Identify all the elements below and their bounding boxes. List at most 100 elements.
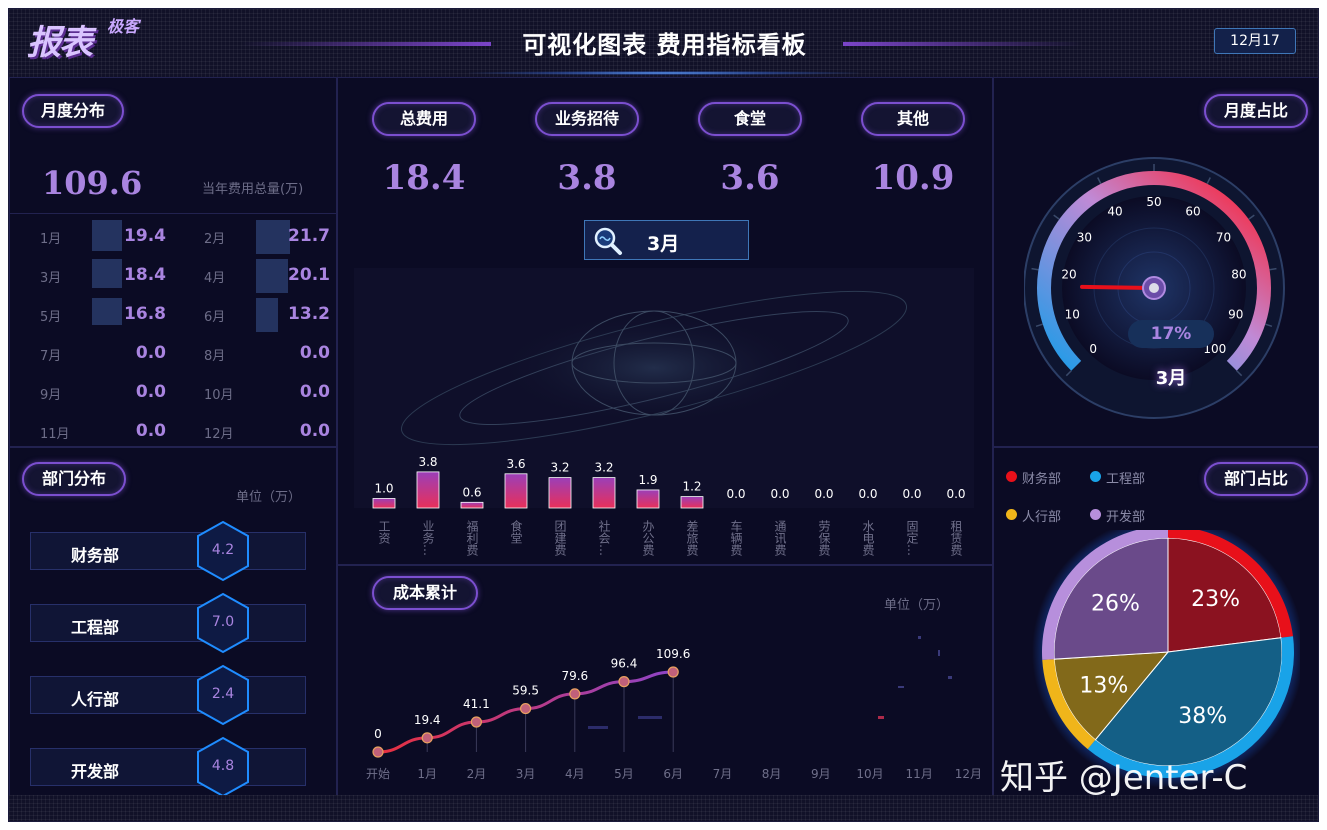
dept-name: 工程部 [71,618,120,637]
gauge-tick-label: 30 [1077,230,1092,244]
bar-data-label: 3.8 [418,455,437,469]
dept-row[interactable]: 开发部 [30,748,306,786]
kpi-value: 10.9 [871,158,955,198]
cost-line-chart: 开始 1月 2月 3月 4月 5月 6月 7月 8月 9月 10月 11月 12月 0 19.4 41.1 59… [366,636,982,781]
legend-dot [1006,509,1017,520]
bar-category-label: 业务… [421,520,435,556]
month-bar [92,220,122,251]
bar-category-label: 差旅费 [685,520,699,556]
kpi-label: 食堂 [698,102,802,136]
line-point[interactable] [470,716,482,728]
dept-row[interactable]: 财务部 [30,532,306,570]
bar-data-label: 0.0 [946,487,965,501]
expense-bar-chart: 1.0 工资 3.8 业务… 0.6 福利费 3.6 食堂 3.2 团建费 3.2 社会… 1.9 办公费… [354,268,974,556]
x-tick-label: 9月 [811,767,831,781]
bar[interactable] [592,477,616,509]
pie-rim-segment [1087,636,1294,778]
gauge-needle [1080,284,1156,290]
gauge-title: 月度占比 [1204,94,1308,128]
gauge-month: 3月 [1155,368,1187,389]
bar-category-label: 办公费 [641,519,655,556]
bar[interactable] [460,501,484,509]
bar[interactable] [548,477,572,509]
month-bar [92,298,122,325]
dept-row[interactable]: 人行部 [30,676,306,714]
dept-title: 部门分布 [22,462,126,496]
pie-slice[interactable] [1167,537,1282,653]
bar[interactable] [680,496,704,509]
gauge-tick-label: 0 [1089,342,1097,356]
orb-glow [484,308,824,428]
bar[interactable] [504,473,528,509]
title-line-left [241,42,491,46]
line-point[interactable] [569,688,581,700]
dept-value: 4.2 [211,542,235,558]
month-value: 19.4 [124,226,166,246]
orbit-ring [459,311,849,425]
gauge-tick-label: 60 [1185,204,1200,218]
month-value: 0.0 [299,343,330,363]
month-label: 4月 [204,271,226,286]
month-value: 0.0 [135,382,166,402]
bar-data-label: 0.6 [462,485,481,499]
bar[interactable] [416,471,440,509]
dept-share-pie: 23% 38% 13% 26% [1032,530,1300,788]
cost-title: 成本累计 [372,576,478,610]
kpi-value: 3.6 [720,158,780,198]
pie-label: 26% [1091,592,1140,617]
orbit-ring [400,290,908,446]
gauge-tick [1269,267,1277,271]
pie-slice[interactable] [1053,651,1170,741]
globe-wire [571,342,737,384]
date-badge[interactable]: 12月17 [1214,28,1296,54]
pie-slice[interactable] [1094,637,1283,767]
bar-category-label: 车辆费 [729,519,743,556]
gauge-tick [1053,214,1060,220]
kpi-value: 3.8 [557,158,617,198]
legend-label: 工程部 [1106,472,1146,487]
gauge-arc [1037,171,1271,371]
divider [10,213,338,214]
x-tick-label: 8月 [762,767,782,781]
line-point[interactable] [372,746,384,758]
x-tick-label: 4月 [565,767,585,781]
gauge-tick [1236,370,1243,377]
line-point[interactable] [421,732,433,744]
bar[interactable] [372,498,396,509]
pie-label: 23% [1191,587,1240,612]
bar-data-label: 1.0 [374,482,393,496]
x-tick-label: 6月 [663,767,683,781]
pie-label: 13% [1079,674,1128,699]
month-label: 3月 [40,271,62,286]
line-data-label: 109.6 [656,647,690,661]
hex-badge: 2.4 [196,664,250,726]
gauge-tick-label: 50 [1146,195,1161,209]
line-point[interactable] [618,676,630,688]
dept-share-title: 部门占比 [1204,462,1308,496]
logo-sub: 极客 [107,17,140,36]
header: 报表 极客 可视化图表 费用指标看板 12月17 [9,9,1318,77]
month-label: 10月 [204,388,234,403]
gauge-tick-label: 40 [1107,204,1122,218]
month-value: 13.2 [288,304,330,324]
line-data-label: 59.5 [512,684,539,698]
month-value: 21.7 [288,226,330,246]
dept-unit: 单位（万） [236,490,302,505]
gauge-tick [1065,370,1072,377]
pie-label: 38% [1178,704,1227,729]
gauge-tick [1097,177,1102,185]
line-point[interactable] [667,666,679,678]
line-data-label: 41.1 [463,697,490,711]
bar[interactable] [636,489,660,509]
dept-row[interactable]: 工程部 [30,604,306,642]
hex-badge: 7.0 [196,592,250,654]
monthly-total-label: 当年费用总量(万) [202,182,304,197]
month-selector[interactable]: 3月 [584,220,749,260]
line-series: 开始 1月 2月 3月 4月 5月 6月 7月 8月 9月 10月 11月 12月 0 19.4 41.1 59… [366,647,982,781]
line-point[interactable] [520,702,532,715]
month-label: 2月 [204,232,226,247]
pie-slice[interactable] [1053,537,1169,660]
gauge-tick-label: 20 [1061,268,1076,282]
month-value: 0.0 [299,382,330,402]
bar-category-label: 团建费 [553,520,567,556]
